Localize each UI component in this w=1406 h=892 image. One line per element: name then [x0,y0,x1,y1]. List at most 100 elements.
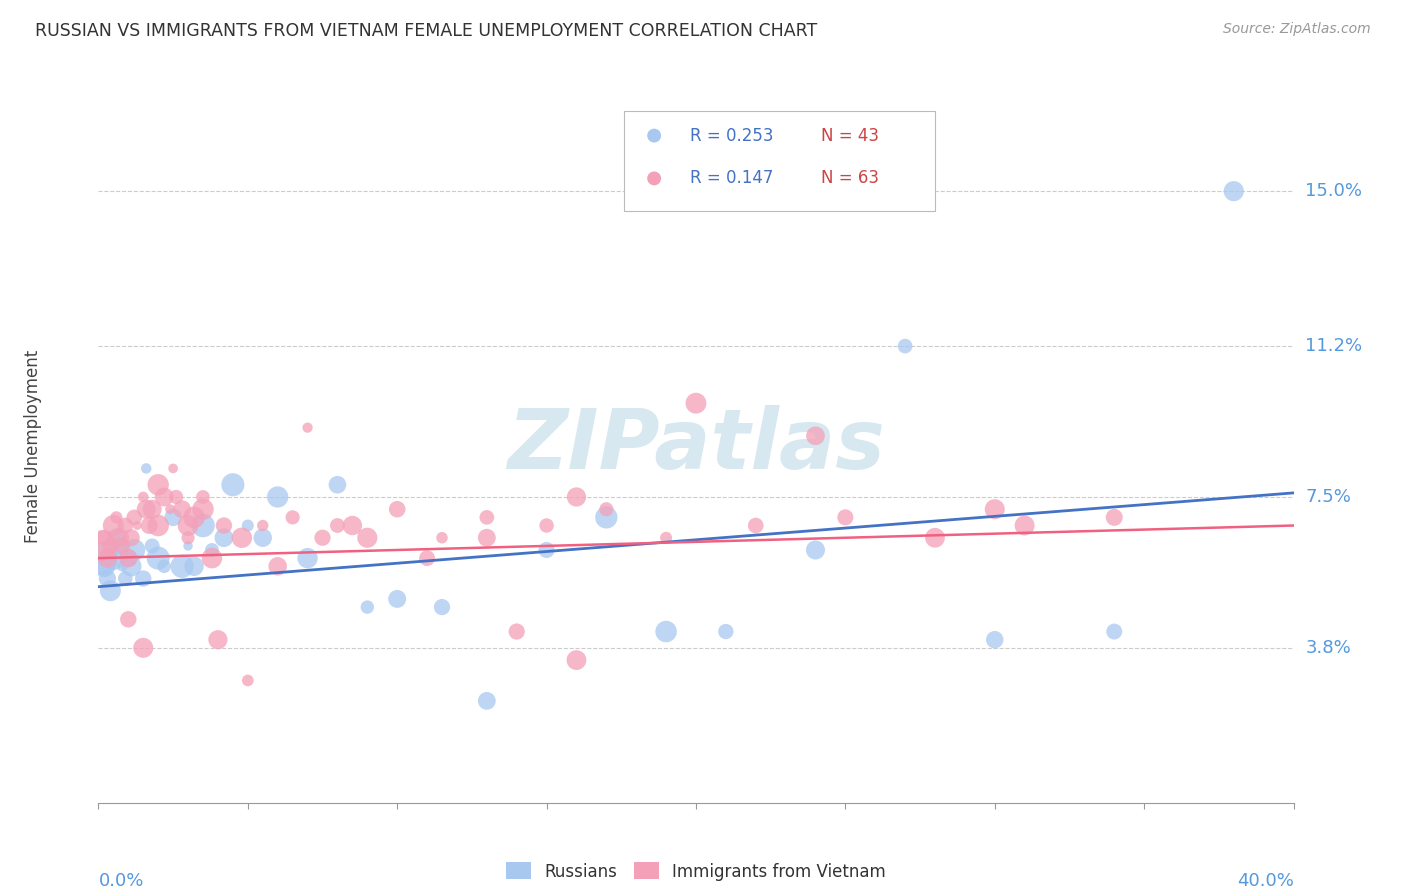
Point [536,518,558,533]
Point [595,502,617,516]
Point [177,539,200,553]
Point [96,551,118,566]
Point [153,559,176,574]
Point [430,600,453,615]
Point [297,551,319,566]
Point [297,420,319,434]
FancyBboxPatch shape [624,111,935,211]
Text: ZIPatlas: ZIPatlas [508,406,884,486]
Point [127,518,149,533]
Text: N = 43: N = 43 [821,127,880,145]
Text: 7.5%: 7.5% [1305,488,1351,506]
Text: 15.0%: 15.0% [1305,182,1362,200]
Point [148,477,170,491]
Point [252,518,274,533]
Point [103,518,125,533]
Point [565,653,588,667]
Point [595,510,617,524]
Text: 40.0%: 40.0% [1237,872,1294,890]
Point [105,510,128,524]
Point [326,518,349,533]
Point [132,640,155,655]
Point [124,510,146,524]
Text: 11.2%: 11.2% [1305,337,1362,355]
Point [138,518,160,533]
Point [120,559,142,574]
Text: 0.0%: 0.0% [98,872,143,890]
Point [267,490,290,504]
Point [148,551,170,566]
Point [745,518,768,533]
Point [148,518,170,533]
Point [342,518,364,533]
Text: Female Unemployment: Female Unemployment [24,350,42,542]
Point [430,531,453,545]
Point [267,559,290,574]
Point [236,673,259,688]
Point [714,624,737,639]
Point [90,551,112,566]
Text: 3.8%: 3.8% [1305,639,1351,657]
Point [804,543,827,558]
Point [565,490,588,504]
Point [124,543,146,558]
Point [111,539,134,553]
Point [356,531,378,545]
Point [201,543,224,558]
Point [135,461,157,475]
Point [98,583,122,598]
Point [212,531,235,545]
Point [311,531,333,545]
Point [165,490,187,504]
Point [1014,518,1036,533]
Point [236,518,259,533]
Point [191,518,214,533]
Point [135,502,157,516]
Point [191,502,214,516]
Point [108,539,131,553]
Point [834,510,856,524]
Point [1104,510,1126,524]
Point [162,461,184,475]
Point [983,502,1005,516]
Point [1223,184,1246,198]
Point [98,539,122,553]
Point [162,510,184,524]
Point [141,502,163,516]
Point [96,572,118,586]
Point [894,339,917,353]
Point [117,612,139,626]
Point [983,632,1005,647]
Point [201,551,224,566]
Point [111,559,134,574]
Point [385,502,409,516]
Point [93,559,115,574]
Point [385,591,409,606]
Point [159,502,181,516]
Point [475,531,498,545]
Point [93,531,115,545]
Point [685,396,707,410]
Point [1104,624,1126,639]
Point [655,624,678,639]
Point [326,477,349,491]
Point [416,551,439,566]
Text: N = 63: N = 63 [821,169,880,187]
Point [114,518,136,533]
Text: Source: ZipAtlas.com: Source: ZipAtlas.com [1223,22,1371,37]
Point [655,531,678,545]
Point [132,572,155,586]
Legend: Russians, Immigrants from Vietnam: Russians, Immigrants from Vietnam [499,855,893,888]
Point [120,531,142,545]
Point [222,477,245,491]
Point [105,531,128,545]
Point [90,539,112,553]
Point [506,624,529,639]
Text: R = 0.253: R = 0.253 [690,127,773,145]
Point [475,694,498,708]
Point [153,490,176,504]
Point [103,551,125,566]
Point [475,510,498,524]
Point [356,600,378,615]
Text: RUSSIAN VS IMMIGRANTS FROM VIETNAM FEMALE UNEMPLOYMENT CORRELATION CHART: RUSSIAN VS IMMIGRANTS FROM VIETNAM FEMAL… [35,22,817,40]
